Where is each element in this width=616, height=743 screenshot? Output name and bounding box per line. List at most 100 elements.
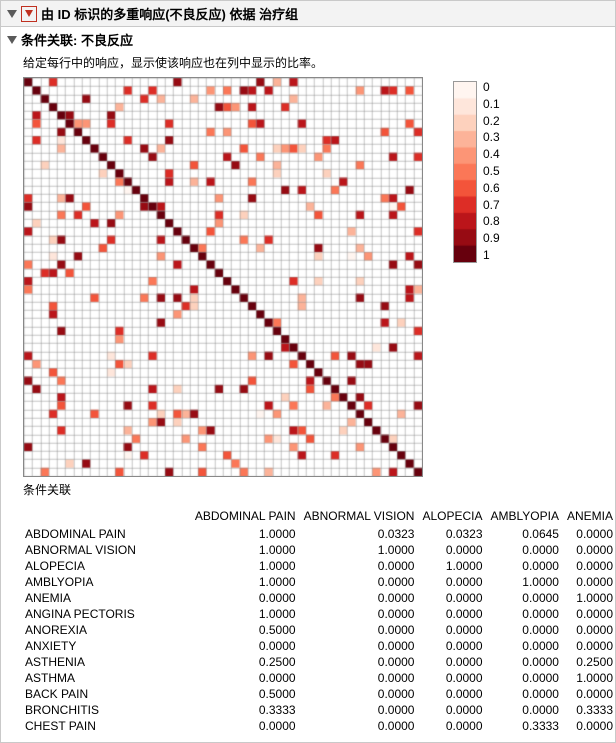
content-row: 条件关联 00.10.20.30.40.50.60.70.80.91: [1, 77, 615, 504]
cell-value: 1.0000: [418, 558, 486, 574]
cell-value: 0.0000: [563, 574, 616, 590]
panel-header[interactable]: 由 ID 标识的多重响应(不良反应) 依据 治疗组: [1, 1, 615, 27]
cell-value: 0.0000: [418, 590, 486, 606]
cell-value: 0.0645: [487, 526, 563, 542]
cell-value: 0.0000: [563, 606, 616, 622]
color-legend: 00.10.20.30.40.50.60.70.80.91: [453, 77, 500, 263]
legend-tick: 0.2: [483, 115, 500, 127]
row-label: CHEST PAIN: [23, 718, 191, 734]
cell-value: 0.0000: [300, 606, 419, 622]
legend-labels: 00.10.20.30.40.50.60.70.80.91: [483, 81, 500, 261]
conditional-association-table: ABDOMINAL PAINABNORMAL VISIONALOPECIAAMB…: [1, 504, 616, 742]
cell-value: 0.5000: [191, 622, 300, 638]
row-label: BACK PAIN: [23, 686, 191, 702]
row-label: ANEMIA: [23, 590, 191, 606]
conditional-association-heatmap[interactable]: [23, 77, 423, 477]
cell-value: 0.0000: [418, 638, 486, 654]
cell-value: 1.0000: [191, 542, 300, 558]
cell-value: 0.0000: [487, 654, 563, 670]
column-header[interactable]: ABDOMINAL PAIN: [191, 508, 300, 526]
column-header[interactable]: ANEMIA: [563, 508, 616, 526]
table-row[interactable]: AMBLYOPIA1.00000.00000.00001.00000.0000: [23, 574, 616, 590]
table-row[interactable]: ASTHENIA0.25000.00000.00000.00000.2500: [23, 654, 616, 670]
cell-value: 1.0000: [191, 574, 300, 590]
row-label: ABNORMAL VISION: [23, 542, 191, 558]
legend-tick: 0.5: [483, 165, 500, 177]
cell-value: 0.0000: [563, 542, 616, 558]
panel-title: 由 ID 标识的多重响应(不良反应) 依据 治疗组: [41, 4, 298, 23]
hotspot-menu[interactable]: [21, 6, 37, 22]
cell-value: 0.2500: [191, 654, 300, 670]
outline-panel: 由 ID 标识的多重响应(不良反应) 依据 治疗组 条件关联: 不良反应 给定每…: [0, 0, 616, 743]
table-row[interactable]: ABDOMINAL PAIN1.00000.03230.03230.06450.…: [23, 526, 616, 542]
row-label: ANXIETY: [23, 638, 191, 654]
cell-value: 0.0000: [300, 686, 419, 702]
column-header[interactable]: ABNORMAL VISION: [300, 508, 419, 526]
cell-value: 0.0000: [418, 606, 486, 622]
disclosure-triangle-icon[interactable]: [7, 36, 17, 44]
cell-value: 0.0323: [418, 526, 486, 542]
table-row[interactable]: ABNORMAL VISION1.00001.00000.00000.00000…: [23, 542, 616, 558]
cell-value: 1.0000: [191, 526, 300, 542]
cell-value: 0.0000: [418, 654, 486, 670]
legend-tick: 1: [483, 249, 500, 261]
heatmap-caption: 条件关联: [23, 477, 423, 504]
disclosure-triangle-icon[interactable]: [7, 10, 17, 18]
cell-value: 0.0000: [563, 686, 616, 702]
table-row[interactable]: ANGINA PECTORIS1.00000.00000.00000.00000…: [23, 606, 616, 622]
cell-value: 0.0000: [191, 638, 300, 654]
column-header[interactable]: ALOPECIA: [418, 508, 486, 526]
cell-value: 0.0000: [418, 718, 486, 734]
cell-value: 0.0000: [300, 718, 419, 734]
cell-value: 0.0000: [487, 638, 563, 654]
row-label-header[interactable]: [23, 508, 191, 526]
cell-value: 1.0000: [487, 574, 563, 590]
table-row[interactable]: ANOREXIA0.50000.00000.00000.00000.0000: [23, 622, 616, 638]
table-row[interactable]: BRONCHITIS0.33330.00000.00000.00000.3333: [23, 702, 616, 718]
legend-tick: 0.1: [483, 98, 500, 110]
cell-value: 0.0000: [487, 670, 563, 686]
cell-value: 0.0000: [418, 686, 486, 702]
cell-value: 0.0000: [418, 542, 486, 558]
table-row[interactable]: CHEST PAIN0.00000.00000.00000.33330.0000: [23, 718, 616, 734]
row-label: ALOPECIA: [23, 558, 191, 574]
data-table[interactable]: ABDOMINAL PAINABNORMAL VISIONALOPECIAAMB…: [23, 508, 616, 734]
legend-tick: 0.7: [483, 199, 500, 211]
hotspot-triangle-icon: [25, 10, 33, 17]
cell-value: 0.0000: [563, 558, 616, 574]
row-label: AMBLYOPIA: [23, 574, 191, 590]
table-row[interactable]: ASTHMA0.00000.00000.00000.00001.0000: [23, 670, 616, 686]
legend-tick: 0: [483, 81, 500, 93]
cell-value: 0.0000: [487, 622, 563, 638]
legend-tick: 0.8: [483, 215, 500, 227]
cell-value: 0.0000: [487, 590, 563, 606]
row-label: ASTHENIA: [23, 654, 191, 670]
row-label: ASTHMA: [23, 670, 191, 686]
cell-value: 1.0000: [300, 542, 419, 558]
cell-value: 0.0000: [191, 590, 300, 606]
cell-value: 0.0000: [300, 654, 419, 670]
cell-value: 0.0000: [191, 670, 300, 686]
cell-value: 0.0000: [300, 622, 419, 638]
cell-value: 0.0000: [487, 606, 563, 622]
cell-value: 0.0000: [563, 622, 616, 638]
column-header[interactable]: AMBLYOPIA: [487, 508, 563, 526]
cell-value: 0.0000: [563, 526, 616, 542]
table-row[interactable]: ANEMIA0.00000.00000.00000.00001.0000: [23, 590, 616, 606]
heatmap-container: 条件关联: [23, 77, 423, 504]
table-row[interactable]: ANXIETY0.00000.00000.00000.00000.0000: [23, 638, 616, 654]
cell-value: 0.0000: [487, 558, 563, 574]
table-row[interactable]: ALOPECIA1.00000.00001.00000.00000.0000: [23, 558, 616, 574]
cell-value: 0.3333: [563, 702, 616, 718]
cell-value: 0.0000: [300, 574, 419, 590]
cell-value: 1.0000: [563, 590, 616, 606]
legend-tick: 0.4: [483, 148, 500, 160]
table-row[interactable]: BACK PAIN0.50000.00000.00000.00000.0000: [23, 686, 616, 702]
row-label: ANOREXIA: [23, 622, 191, 638]
legend-colorbar: [453, 81, 477, 263]
cell-value: 1.0000: [563, 670, 616, 686]
subpanel-header[interactable]: 条件关联: 不良反应: [1, 27, 615, 52]
legend-tick: 0.3: [483, 131, 500, 143]
cell-value: 0.0000: [418, 622, 486, 638]
cell-value: 0.3333: [191, 702, 300, 718]
